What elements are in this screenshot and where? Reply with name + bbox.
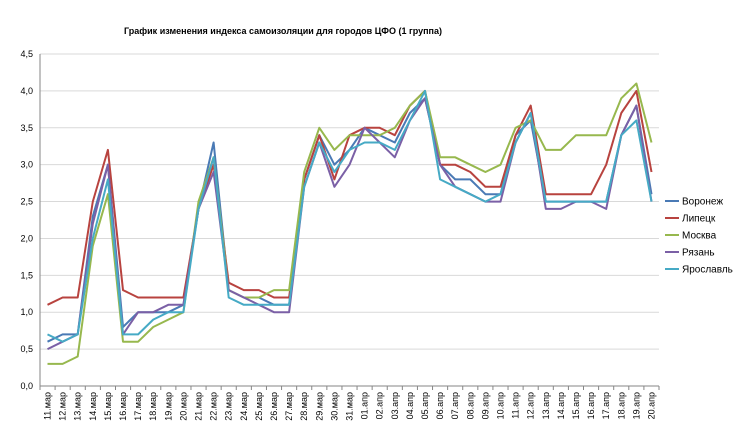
legend-label: Москва <box>682 231 717 242</box>
x-tick-label: 14.апр <box>556 392 566 419</box>
x-tick-label: 12.апр <box>526 392 536 419</box>
legend-label: Липецк <box>682 214 716 225</box>
x-tick-label: 26.мар <box>269 392 279 421</box>
x-tick-label: 23.мар <box>224 392 234 421</box>
x-tick-label: 13.мар <box>73 392 83 421</box>
x-tick-label: 20.мар <box>178 392 188 421</box>
legend-label: Воронеж <box>682 197 723 208</box>
legend-label: Рязань <box>682 248 715 259</box>
x-tick-label: 10.апр <box>495 392 505 419</box>
legend: Воронеж Липецк Москва Рязань Ярославль <box>665 197 733 276</box>
y-tick-label: 4,0 <box>20 86 33 96</box>
x-tick-label: 05.апр <box>420 392 430 419</box>
x-tick-label: 31.мар <box>345 392 355 421</box>
x-tick-label: 12.мар <box>58 392 68 421</box>
x-tick-label: 25.мар <box>254 392 264 421</box>
x-tick-label: 07.апр <box>450 392 460 419</box>
x-tick-label: 17.мар <box>133 392 143 421</box>
x-tick-label: 21.мар <box>194 392 204 421</box>
x-axis: 11.мар 12.мар 13.мар 14.мар 15.мар 16.мар 17.м… <box>39 386 660 421</box>
y-tick-label: 0,0 <box>20 381 33 391</box>
x-tick-label: 01.апр <box>360 392 370 419</box>
series-lines <box>47 82 653 365</box>
x-tick-label: 17.апр <box>601 392 611 419</box>
x-tick-label: 18.мар <box>148 392 158 421</box>
x-tick-label: 14.мар <box>88 392 98 421</box>
x-tick-label: 16.апр <box>586 392 596 419</box>
x-tick-label: 04.апр <box>405 392 415 419</box>
y-tick-label: 3,0 <box>20 160 33 170</box>
gridlines <box>40 53 659 387</box>
x-tick-label: 20.апр <box>646 392 656 419</box>
x-tick-label: 16.мар <box>118 392 128 421</box>
y-tick-label: 1,5 <box>20 270 33 280</box>
y-tick-label: 0,5 <box>20 344 33 354</box>
series-line-Ярославль <box>47 89 653 343</box>
legend-label: Ярославль <box>682 265 733 276</box>
x-tick-label: 11.апр <box>511 392 521 419</box>
x-tick-label: 19.мар <box>163 392 173 421</box>
x-tick-label: 29.мар <box>314 392 324 421</box>
x-tick-label: 27.мар <box>284 392 294 421</box>
x-tick-label: 02.апр <box>375 392 385 419</box>
x-tick-label: 13.апр <box>541 392 551 419</box>
x-tick-label: 30.мар <box>329 392 339 421</box>
x-tick-label: 09.апр <box>480 392 490 419</box>
chart-title: График изменения индекса самоизоляции дл… <box>124 26 442 36</box>
x-tick-label: 03.апр <box>390 392 400 419</box>
x-tick-label: 24.мар <box>239 392 249 421</box>
y-tick-label: 4,5 <box>20 49 33 59</box>
x-tick-label: 22.мар <box>209 392 219 421</box>
x-tick-label: 15.мар <box>103 392 113 421</box>
x-tick-label: 06.апр <box>435 392 445 419</box>
series-line-Москва <box>47 82 653 365</box>
y-tick-label: 2,5 <box>20 197 33 207</box>
x-tick-label: 28.мар <box>299 392 309 421</box>
x-tick-label: 11.мар <box>43 392 53 420</box>
x-tick-label: 15.апр <box>571 392 581 419</box>
x-tick-label: 19.апр <box>631 392 641 419</box>
x-tick-label: 18.апр <box>616 392 626 419</box>
y-axis: 0,0 0,5 1,0 1,5 2,0 2,5 3,0 3,5 4,0 4,5 <box>20 49 41 391</box>
series-line-Рязань <box>47 97 653 350</box>
y-tick-label: 3,5 <box>20 123 33 133</box>
x-tick-label: 08.апр <box>465 392 475 419</box>
y-tick-label: 1,0 <box>20 307 33 317</box>
y-tick-label: 2,0 <box>20 233 33 243</box>
series-line-Липецк <box>47 89 653 306</box>
